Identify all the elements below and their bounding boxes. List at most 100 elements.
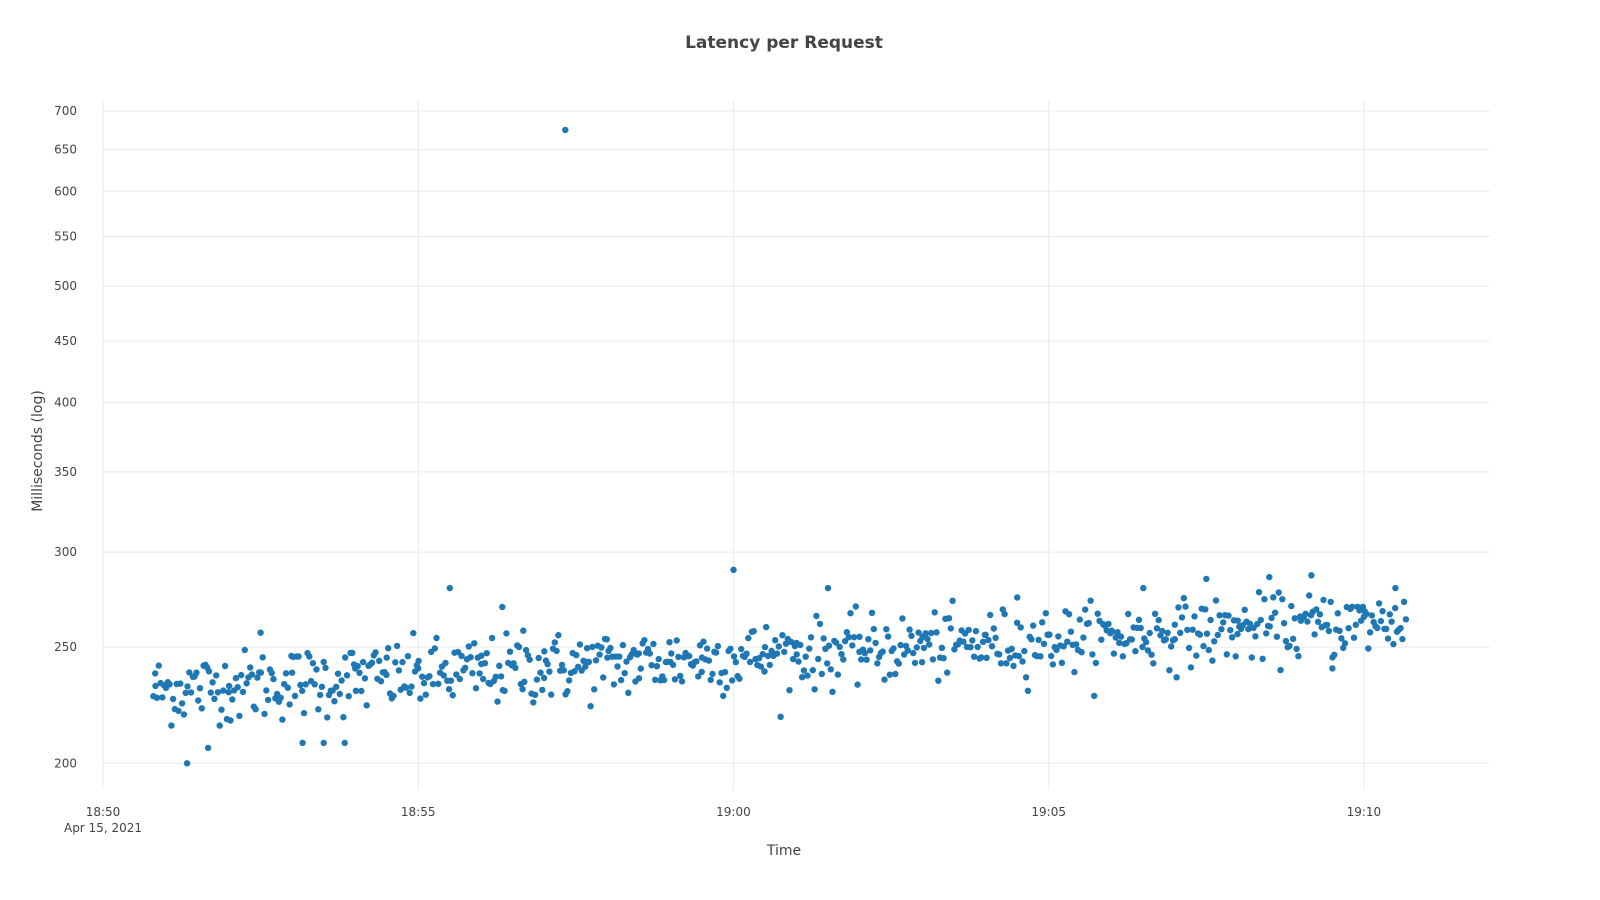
data-point [1392, 584, 1399, 592]
data-point [478, 652, 485, 659]
data-point [361, 675, 369, 682]
data-point [320, 658, 327, 666]
data-point [1151, 610, 1159, 617]
data-point [1159, 627, 1166, 635]
data-point [257, 669, 265, 676]
data-point [1316, 611, 1324, 618]
data-point [297, 681, 304, 689]
data-point [515, 643, 523, 651]
data-point [709, 670, 716, 678]
data-point [650, 640, 657, 648]
data-point [1214, 631, 1222, 639]
data-point [1175, 604, 1182, 611]
data-point [1055, 633, 1062, 640]
data-point [820, 635, 827, 642]
data-point [1368, 612, 1376, 619]
data-point [324, 714, 331, 721]
data-point [458, 652, 465, 660]
y-tick-label: 700 [54, 104, 77, 118]
data-point [1266, 623, 1274, 630]
data-point [492, 673, 499, 680]
data-point [1024, 687, 1032, 694]
data-point [935, 677, 942, 684]
data-point [313, 666, 320, 673]
data-point [341, 739, 348, 747]
data-point [169, 695, 177, 703]
data-point [503, 630, 510, 637]
data-point [404, 653, 412, 660]
data-point [1185, 644, 1193, 652]
data-point [1323, 621, 1331, 629]
data-point [843, 629, 851, 636]
data-point [625, 689, 632, 696]
data-point [1078, 649, 1085, 656]
data-point [698, 668, 705, 676]
data-point [653, 663, 661, 670]
data-point [1261, 596, 1268, 603]
data-point [824, 584, 832, 592]
data-point [949, 597, 956, 604]
data-point [530, 699, 537, 706]
data-point [849, 642, 856, 649]
data-point [520, 627, 527, 634]
data-point [1073, 641, 1080, 648]
data-point [445, 686, 453, 693]
data-point [703, 645, 711, 652]
data-point [512, 664, 519, 672]
data-point [540, 674, 548, 682]
data-point [614, 663, 621, 670]
data-point [763, 623, 770, 631]
data-point [886, 671, 894, 678]
data-point [1390, 640, 1397, 648]
data-point [1374, 624, 1381, 632]
data-point [1017, 624, 1024, 631]
data-point [924, 635, 931, 643]
data-point [522, 646, 530, 654]
data-point [1202, 606, 1209, 613]
data-point [177, 680, 184, 687]
x-tick-label: 19:00 [716, 805, 751, 819]
data-point [1091, 692, 1098, 700]
data-point [1146, 629, 1153, 637]
data-point [415, 665, 422, 672]
data-point [302, 681, 309, 688]
data-point [863, 656, 870, 663]
data-point [1218, 626, 1225, 633]
data-point [775, 643, 782, 650]
data-point [186, 669, 193, 676]
data-point [761, 643, 769, 651]
data-point [992, 634, 999, 641]
data-point [390, 692, 397, 699]
data-point [600, 674, 607, 681]
data-point [712, 649, 720, 656]
data-point [897, 641, 904, 649]
data-point [874, 660, 881, 667]
data-point [571, 668, 578, 675]
data-point [800, 667, 808, 674]
data-point [1193, 652, 1200, 659]
data-point [1386, 611, 1394, 618]
data-point [270, 675, 277, 683]
data-point [408, 683, 415, 690]
data-point [435, 680, 442, 687]
data-point [1268, 614, 1275, 622]
data-point [1384, 635, 1392, 642]
data-point [1350, 634, 1358, 641]
data-point [1295, 653, 1302, 660]
data-point [965, 626, 972, 634]
data-point [318, 683, 326, 690]
data-point [1255, 589, 1263, 596]
data-point [990, 625, 997, 632]
data-point [555, 632, 562, 639]
data-point [1212, 597, 1220, 604]
data-point [471, 640, 478, 647]
data-point [277, 694, 284, 701]
data-point [1110, 650, 1118, 657]
data-point [225, 682, 233, 690]
x-axis-ticks: 18:50 Apr 15, 2021 18:55 19:00 19:05 19:10 [64, 805, 1381, 835]
data-point [979, 638, 987, 645]
data-point [802, 653, 809, 660]
data-point [881, 676, 888, 683]
data-point [592, 657, 600, 664]
y-tick-label: 250 [54, 640, 77, 654]
